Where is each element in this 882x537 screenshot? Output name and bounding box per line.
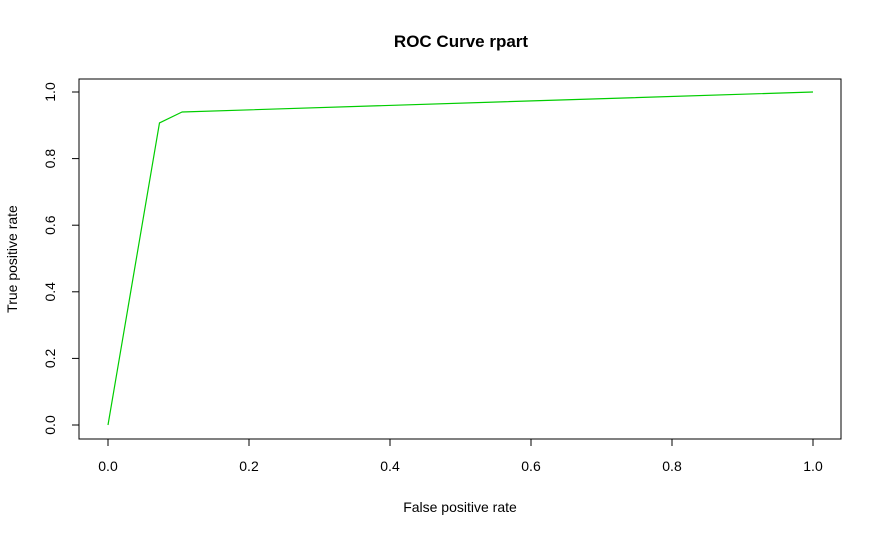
x-axis-title: False positive rate (403, 499, 517, 515)
y-axis: 0.0 0.2 0.4 0.6 0.8 1.0 (42, 82, 80, 435)
x-tick-label: 0.4 (380, 458, 400, 474)
y-tick-label: 1.0 (42, 82, 58, 102)
y-axis-title: True positive rate (4, 205, 20, 313)
series-layer (107, 91, 814, 426)
x-tick-label: 0.2 (239, 458, 259, 474)
y-tick-label: 0.6 (42, 215, 58, 235)
x-tick-label: 0.0 (98, 458, 118, 474)
x-tick-label: 0.8 (662, 458, 682, 474)
plot-frame (78, 78, 842, 440)
x-tick-label: 1.0 (803, 458, 823, 474)
y-tick-label: 0.8 (42, 149, 58, 169)
chart-title: ROC Curve rpart (394, 32, 528, 51)
y-tick-label: 0.2 (42, 348, 58, 368)
x-axis: 0.0 0.2 0.4 0.6 0.8 1.0 (98, 438, 823, 474)
y-tick-label: 0.0 (42, 415, 58, 435)
y-tick-label: 0.4 (42, 282, 58, 302)
x-tick-label: 0.6 (521, 458, 541, 474)
roc-curve-line (107, 91, 814, 426)
